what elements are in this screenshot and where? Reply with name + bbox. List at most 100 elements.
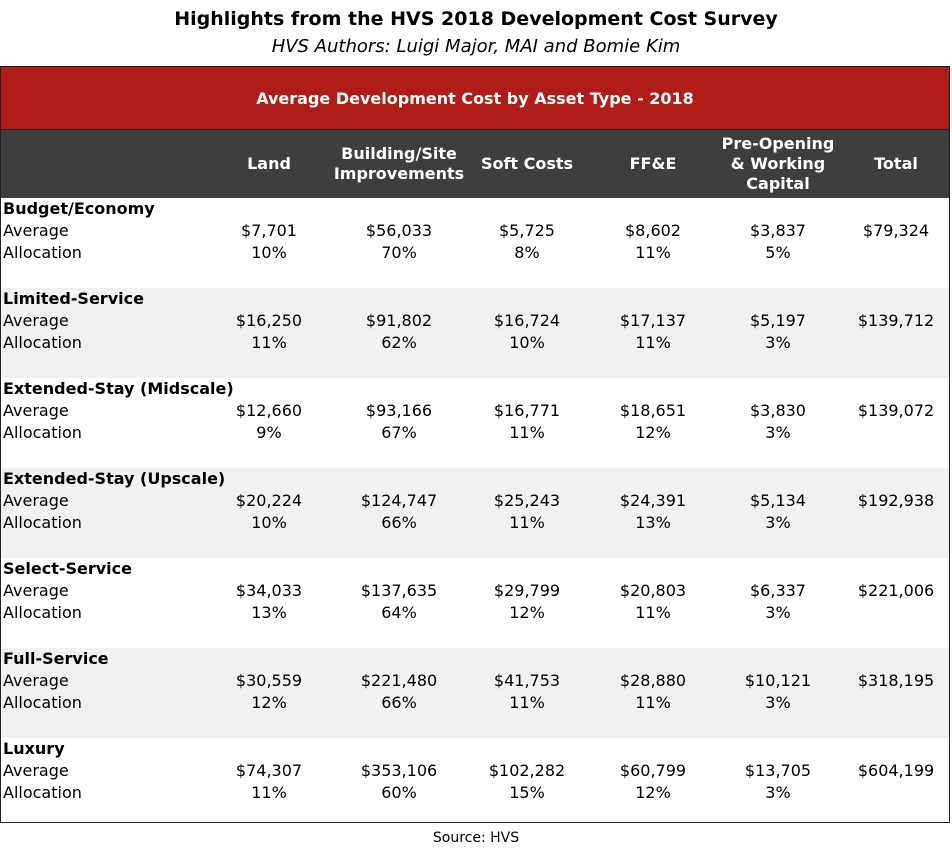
average-row-label: Average [3, 311, 69, 330]
average-cell: $91,802 [365, 311, 433, 330]
allocation-cell: 11% [635, 243, 671, 262]
average-cell: $29,799 [493, 581, 561, 600]
average-cell: $56,033 [365, 221, 433, 240]
allocation-cell: 3% [765, 783, 791, 802]
allocation-row-label: Allocation [3, 603, 82, 622]
average-cell: $18,651 [619, 401, 687, 420]
allocation-cell: 10% [509, 333, 545, 352]
asset-type-group: Luxury Average $74,307 $353,106 $102,282 $60,… [1, 738, 949, 828]
asset-type-group: Extended-Stay (Midscale) Average $12,660 $9… [1, 378, 949, 468]
allocation-cell: 11% [509, 693, 545, 712]
average-cell: $139,712 [857, 311, 935, 330]
allocation-cell: 13% [251, 603, 287, 622]
allocation-row-label: Allocation [3, 693, 82, 712]
allocation-cell: 3% [765, 693, 791, 712]
allocation-cell: 3% [765, 513, 791, 532]
average-cell: $5,725 [499, 221, 555, 240]
average-cell: $24,391 [619, 491, 687, 510]
average-cell: $17,137 [619, 311, 687, 330]
cost-table: Average Development Cost by Asset Type -… [0, 66, 950, 823]
average-cell: $30,559 [235, 671, 303, 690]
allocation-cell: 10% [251, 513, 287, 532]
column-header-row: Land Building/Site Improvements Soft Costs… [1, 130, 949, 198]
allocation-cell: 67% [381, 423, 417, 442]
allocation-cell: 12% [635, 423, 671, 442]
source-note: Source: HVS [432, 830, 520, 846]
allocation-cell: 64% [381, 603, 417, 622]
asset-type-group: Full-Service Average $30,559 $221,480 $41,75… [1, 648, 949, 738]
average-cell: $124,747 [360, 491, 438, 510]
column-header: Pre-Opening & Working Capital [721, 134, 835, 193]
allocation-cell: 11% [635, 693, 671, 712]
average-cell: $604,199 [857, 761, 935, 780]
allocation-cell: 11% [251, 783, 287, 802]
column-header: Land [247, 154, 291, 173]
average-cell: $3,837 [750, 221, 806, 240]
allocation-row-label: Allocation [3, 513, 82, 532]
average-cell: $7,701 [241, 221, 297, 240]
average-cell: $20,803 [619, 581, 687, 600]
allocation-cell: 10% [251, 243, 287, 262]
average-cell: $3,830 [750, 401, 806, 420]
allocation-cell: 15% [509, 783, 545, 802]
column-header: Soft Costs [480, 154, 574, 173]
average-cell: $16,724 [493, 311, 561, 330]
allocation-cell: 66% [381, 693, 417, 712]
allocation-row-label: Allocation [3, 423, 82, 442]
allocation-row-label: Allocation [3, 783, 82, 802]
average-row-label: Average [3, 581, 69, 600]
average-row-label: Average [3, 761, 69, 780]
average-cell: $6,337 [750, 581, 806, 600]
average-row-label: Average [3, 491, 69, 510]
allocation-cell: 12% [251, 693, 287, 712]
allocation-cell: 62% [381, 333, 417, 352]
average-cell: $318,195 [857, 671, 935, 690]
average-cell: $221,480 [360, 671, 438, 690]
allocation-cell: 11% [509, 513, 545, 532]
asset-type-group: Budget/Economy Average $7,701 $56,033 $5,725… [1, 198, 949, 288]
average-cell: $139,072 [857, 401, 935, 420]
average-cell: $5,197 [750, 311, 806, 330]
allocation-cell: 9% [256, 423, 282, 442]
average-cell: $12,660 [235, 401, 303, 420]
average-cell: $60,799 [619, 761, 687, 780]
asset-type-group: Limited-Service Average $16,250 $91,802 $16,… [1, 288, 949, 378]
column-header: Building/Site Improvements [333, 144, 465, 183]
average-cell: $13,705 [744, 761, 812, 780]
asset-type-name: Full-Service [3, 649, 109, 668]
average-cell: $79,324 [862, 221, 930, 240]
allocation-cell: 8% [514, 243, 540, 262]
allocation-cell: 13% [635, 513, 671, 532]
allocation-row-label: Allocation [3, 243, 82, 262]
allocation-cell: 3% [765, 333, 791, 352]
average-cell: $8,602 [625, 221, 681, 240]
asset-type-name: Extended-Stay (Upscale) [3, 469, 226, 488]
average-cell: $28,880 [619, 671, 687, 690]
asset-type-name: Select-Service [3, 559, 132, 578]
allocation-cell: 11% [509, 423, 545, 442]
column-header: FF&E [629, 154, 677, 173]
allocation-cell: 11% [251, 333, 287, 352]
average-cell: $353,106 [360, 761, 438, 780]
average-row-label: Average [3, 221, 69, 240]
allocation-cell: 70% [381, 243, 417, 262]
allocation-cell: 3% [765, 603, 791, 622]
average-row-label: Average [3, 671, 69, 690]
allocation-cell: 60% [381, 783, 417, 802]
average-cell: $16,771 [493, 401, 561, 420]
allocation-cell: 66% [381, 513, 417, 532]
allocation-cell: 12% [635, 783, 671, 802]
allocation-cell: 11% [635, 333, 671, 352]
table-banner: Average Development Cost by Asset Type -… [1, 67, 949, 130]
average-row-label: Average [3, 401, 69, 420]
allocation-cell: 3% [765, 423, 791, 442]
average-cell: $5,134 [750, 491, 806, 510]
average-cell: $192,938 [857, 491, 935, 510]
allocation-cell: 11% [635, 603, 671, 622]
average-cell: $137,635 [360, 581, 438, 600]
table-title: Average Development Cost by Asset Type -… [256, 88, 694, 108]
average-cell: $10,121 [744, 671, 812, 690]
asset-type-group: Select-Service Average $34,033 $137,635 $29,… [1, 558, 949, 648]
page-title: Highlights from the HVS 2018 Development… [174, 8, 778, 30]
column-header: Total [874, 154, 918, 173]
